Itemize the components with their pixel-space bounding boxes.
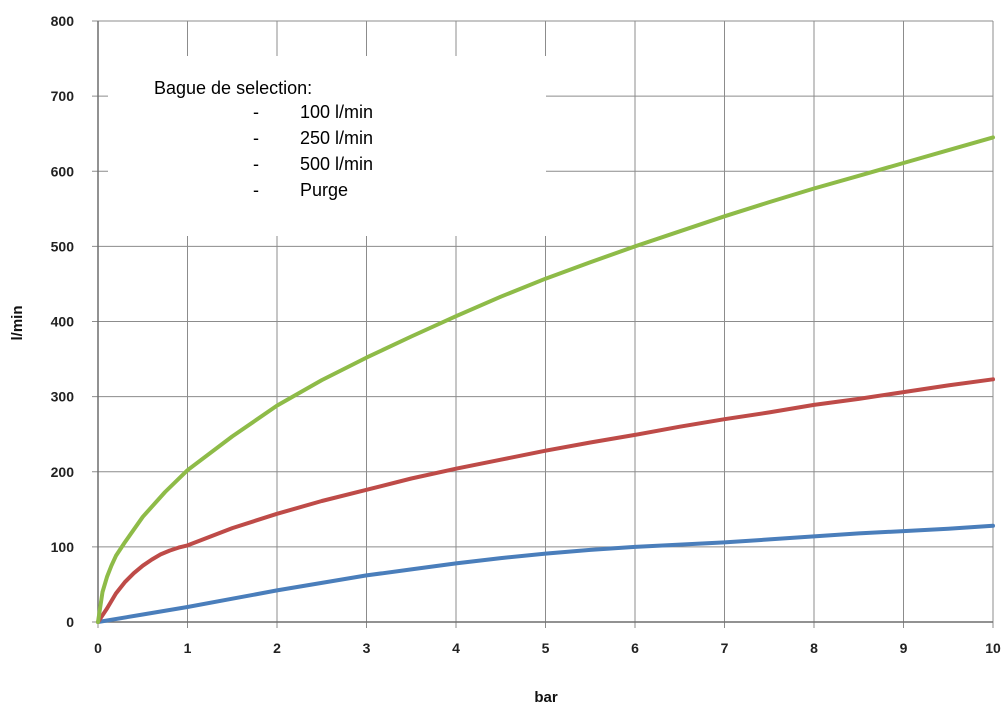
legend-title: Bague de selection: [154, 78, 313, 98]
series-lines [96, 135, 995, 624]
x-tick-label: 7 [721, 640, 729, 656]
axes [97, 21, 993, 623]
legend-bullet: - [253, 128, 259, 148]
y-tick-label: 500 [51, 238, 75, 254]
legend-bullet: - [253, 154, 259, 174]
legend-bullet: - [253, 180, 259, 200]
x-tick-label: 1 [184, 640, 192, 656]
legend-item-250: 250 l/min [300, 128, 374, 148]
legend-item-purge: Purge [300, 180, 349, 200]
y-tick-label: 800 [51, 13, 75, 29]
x-tick-label: 10 [985, 640, 1001, 656]
series-line-2 [96, 377, 995, 624]
x-tick-label: 6 [631, 640, 639, 656]
y-tick-label: 700 [51, 88, 75, 104]
y-axis-title: l/min [9, 305, 26, 340]
y-tick-label: 300 [51, 389, 75, 405]
y-tick-label: 600 [51, 163, 75, 179]
legend-item-500: 500 l/min [300, 154, 374, 174]
y-tick-label: 0 [66, 614, 74, 630]
y-tick-label: 200 [51, 464, 75, 480]
x-tick-label: 3 [363, 640, 371, 656]
y-tick-label: 100 [51, 539, 75, 555]
series-line-1 [96, 523, 995, 624]
legend-item-100: 100 l/min [300, 102, 374, 122]
x-axis-title: bar [534, 689, 558, 706]
series-line-3 [96, 135, 995, 624]
x-tick-label: 8 [810, 640, 818, 656]
x-tick-label: 9 [900, 640, 908, 656]
legend: Bague de selection: - 100 l/min - 250 l/… [108, 56, 546, 236]
x-tick-label: 5 [542, 640, 550, 656]
x-tick-label: 2 [273, 640, 281, 656]
x-tick-label: 4 [452, 640, 460, 656]
y-tick-label: 400 [51, 314, 75, 330]
x-tick-label: 0 [94, 640, 102, 656]
legend-bullet: - [253, 102, 259, 122]
